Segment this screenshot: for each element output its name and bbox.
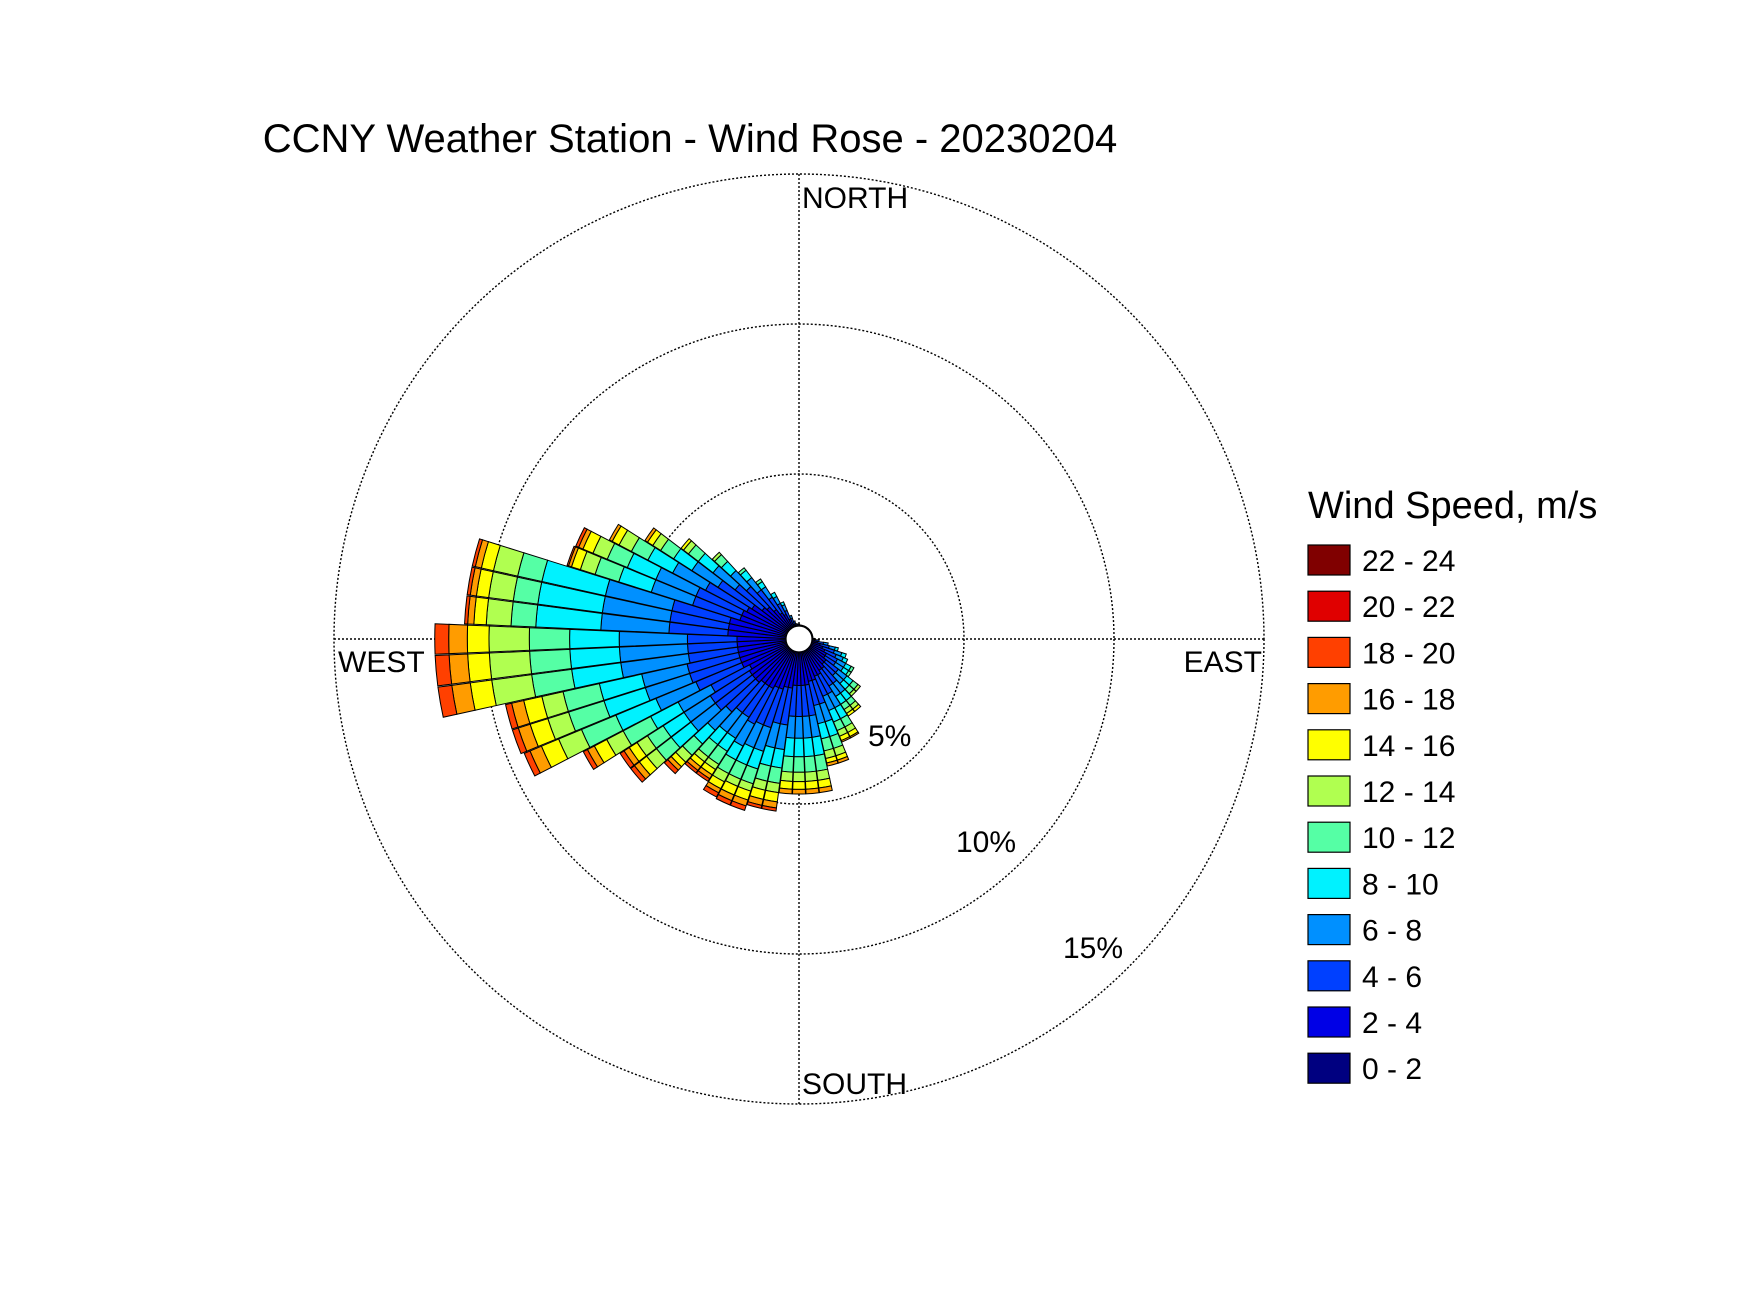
wedge-dir-175-speed-12-14 (804, 770, 818, 782)
legend-label-0-2: 0 - 2 (1362, 1053, 1422, 1086)
ring-label-10: 10% (956, 826, 1016, 859)
wedge-dir-325-speed-10-12 (754, 578, 763, 586)
wedge-dir-175-speed-8-10 (802, 736, 815, 758)
wedge-dir-270-speed-14-16 (466, 624, 490, 654)
legend-swatch-20-22 (1307, 590, 1351, 622)
wedge-dir-185-speed-12-14 (780, 770, 794, 782)
legend-label-18-20: 18 - 20 (1362, 637, 1455, 670)
wedge-dir-205-speed-18-20 (715, 793, 733, 806)
legend-swatch-22-24 (1307, 544, 1351, 576)
wedge-dir-245-speed-18-20 (523, 750, 541, 777)
legend-swatch-0-2 (1307, 1052, 1351, 1084)
wedge-dir-180-speed-12-14 (792, 771, 806, 783)
wedge-dir-180-speed-14-16 (792, 780, 806, 790)
direction-south-label: SOUTH (802, 1068, 907, 1101)
legend: 22 - 24 20 - 22 18 - 20 16 - 18 14 - 16 12 - … (1307, 544, 1455, 1086)
wedge-dir-180-speed-10-12 (792, 756, 806, 773)
legend-swatch-2-4 (1307, 1006, 1351, 1038)
legend-swatch-6-8 (1307, 913, 1351, 946)
wedge-dir-175-speed-16-18 (805, 787, 820, 795)
wedge-dir-215-speed-18-20 (695, 770, 711, 783)
wedge-dir-295-speed-18-20 (575, 527, 588, 548)
wedge-dir-220-speed-18-20 (684, 760, 699, 774)
wedge-dir-230-speed-18-20 (630, 765, 647, 783)
wedge-dir-180-speed-8-10 (793, 737, 805, 758)
wedge-dir-225-speed-18-20 (663, 758, 680, 775)
wedge-dir-185-speed-10-12 (781, 755, 795, 773)
wedge-dir-330-speed-8-10 (770, 591, 778, 600)
chart-title: CCNY Weather Station - Wind Rose - 20230… (263, 117, 1118, 161)
wedge-dir-195-speed-18-20 (746, 801, 763, 810)
wedge-dir-255-speed-18-20 (504, 702, 519, 730)
legend-swatch-10-12 (1307, 821, 1351, 853)
legend-label-4-6: 4 - 6 (1362, 961, 1422, 994)
wedge-dir-290-speed-18-20 (566, 545, 577, 567)
wedge-dir-320-speed-10-12 (737, 567, 747, 576)
legend-label-20-22: 20 - 22 (1362, 591, 1455, 624)
legend-label-16-18: 16 - 18 (1362, 684, 1455, 717)
legend-label-14-16: 14 - 16 (1362, 730, 1455, 763)
wedge-dir-265-speed-16-18 (448, 653, 471, 685)
wedge-dir-270-speed-8-10 (569, 628, 620, 650)
wedge-dir-305-speed-16-18 (644, 527, 657, 543)
wedge-dir-275-speed-18-20 (464, 595, 471, 625)
calm-center (785, 625, 813, 653)
wedge-dir-185-speed-16-18 (778, 787, 793, 795)
legend-label-22-24: 22 - 24 (1362, 545, 1455, 578)
direction-east-label: EAST (1184, 646, 1262, 679)
wedge-dir-180-speed-16-18 (791, 788, 807, 795)
wedge-dir-300-speed-16-18 (608, 523, 622, 543)
legend-label-10-12: 10 - 12 (1362, 822, 1455, 855)
wedge-dir-335-speed-8-10 (779, 601, 786, 607)
wedge-dir-170-speed-16-18 (818, 785, 833, 794)
wedge-dir-250-speed-18-20 (511, 727, 528, 755)
legend-label-8-10: 8 - 10 (1362, 868, 1439, 901)
wedge-dir-235-speed-18-20 (619, 750, 635, 769)
wedge-dir-340-speed-6-8 (788, 614, 794, 620)
wedge-dir-260-speed-18-20 (437, 684, 458, 718)
legend-title: Wind Speed, m/s (1308, 485, 1597, 527)
wedge-dir-190-speed-18-20 (761, 804, 778, 812)
legend-label-12-14: 12 - 14 (1362, 776, 1455, 809)
legend-swatch-4-6 (1307, 960, 1351, 992)
direction-north-label: NORTH (802, 182, 908, 215)
wedge-dir-175-speed-10-12 (803, 755, 817, 773)
wind-rose-wedges (434, 523, 862, 812)
wedge-dir-275-speed-12-14 (485, 598, 514, 627)
wedge-dir-310-speed-14-16 (680, 537, 693, 551)
wedge-dir-315-speed-12-14 (711, 551, 723, 563)
wedge-dir-265-speed-18-20 (434, 654, 453, 687)
wedge-dir-270-speed-16-18 (448, 623, 469, 655)
ring-label-5: 5% (868, 720, 911, 753)
wedge-dir-270-speed-18-20 (434, 623, 450, 655)
legend-swatch-8-10 (1307, 867, 1351, 900)
wedge-dir-265-speed-12-14 (488, 650, 533, 680)
legend-swatch-18-20 (1307, 636, 1351, 669)
wedge-dir-280-speed-10-12 (512, 576, 543, 605)
wedge-dir-270-speed-10-12 (528, 627, 571, 651)
wedge-dir-240-speed-18-20 (582, 748, 599, 771)
direction-west-label: WEST (338, 646, 425, 679)
legend-swatch-14-16 (1307, 729, 1351, 761)
wedge-dir-285-speed-18-20 (471, 538, 484, 568)
wedge-dir-270-speed-12-14 (488, 625, 531, 653)
legend-label-6-8: 6 - 8 (1362, 915, 1422, 948)
ring-label-15: 15% (1063, 932, 1123, 965)
wedge-dir-280-speed-18-20 (466, 566, 476, 596)
wedge-dir-280-speed-12-14 (488, 571, 519, 602)
wedge-dir-210-speed-18-20 (702, 784, 720, 798)
legend-swatch-12-14 (1307, 775, 1351, 807)
wedge-dir-275-speed-10-12 (510, 601, 539, 628)
legend-swatch-16-18 (1307, 682, 1351, 715)
wedge-dir-265-speed-14-16 (467, 652, 493, 683)
wedge-dir-200-speed-18-20 (729, 800, 747, 812)
wedge-dir-180-speed-6-8 (794, 715, 804, 739)
legend-label-2-4: 2 - 4 (1362, 1007, 1422, 1040)
